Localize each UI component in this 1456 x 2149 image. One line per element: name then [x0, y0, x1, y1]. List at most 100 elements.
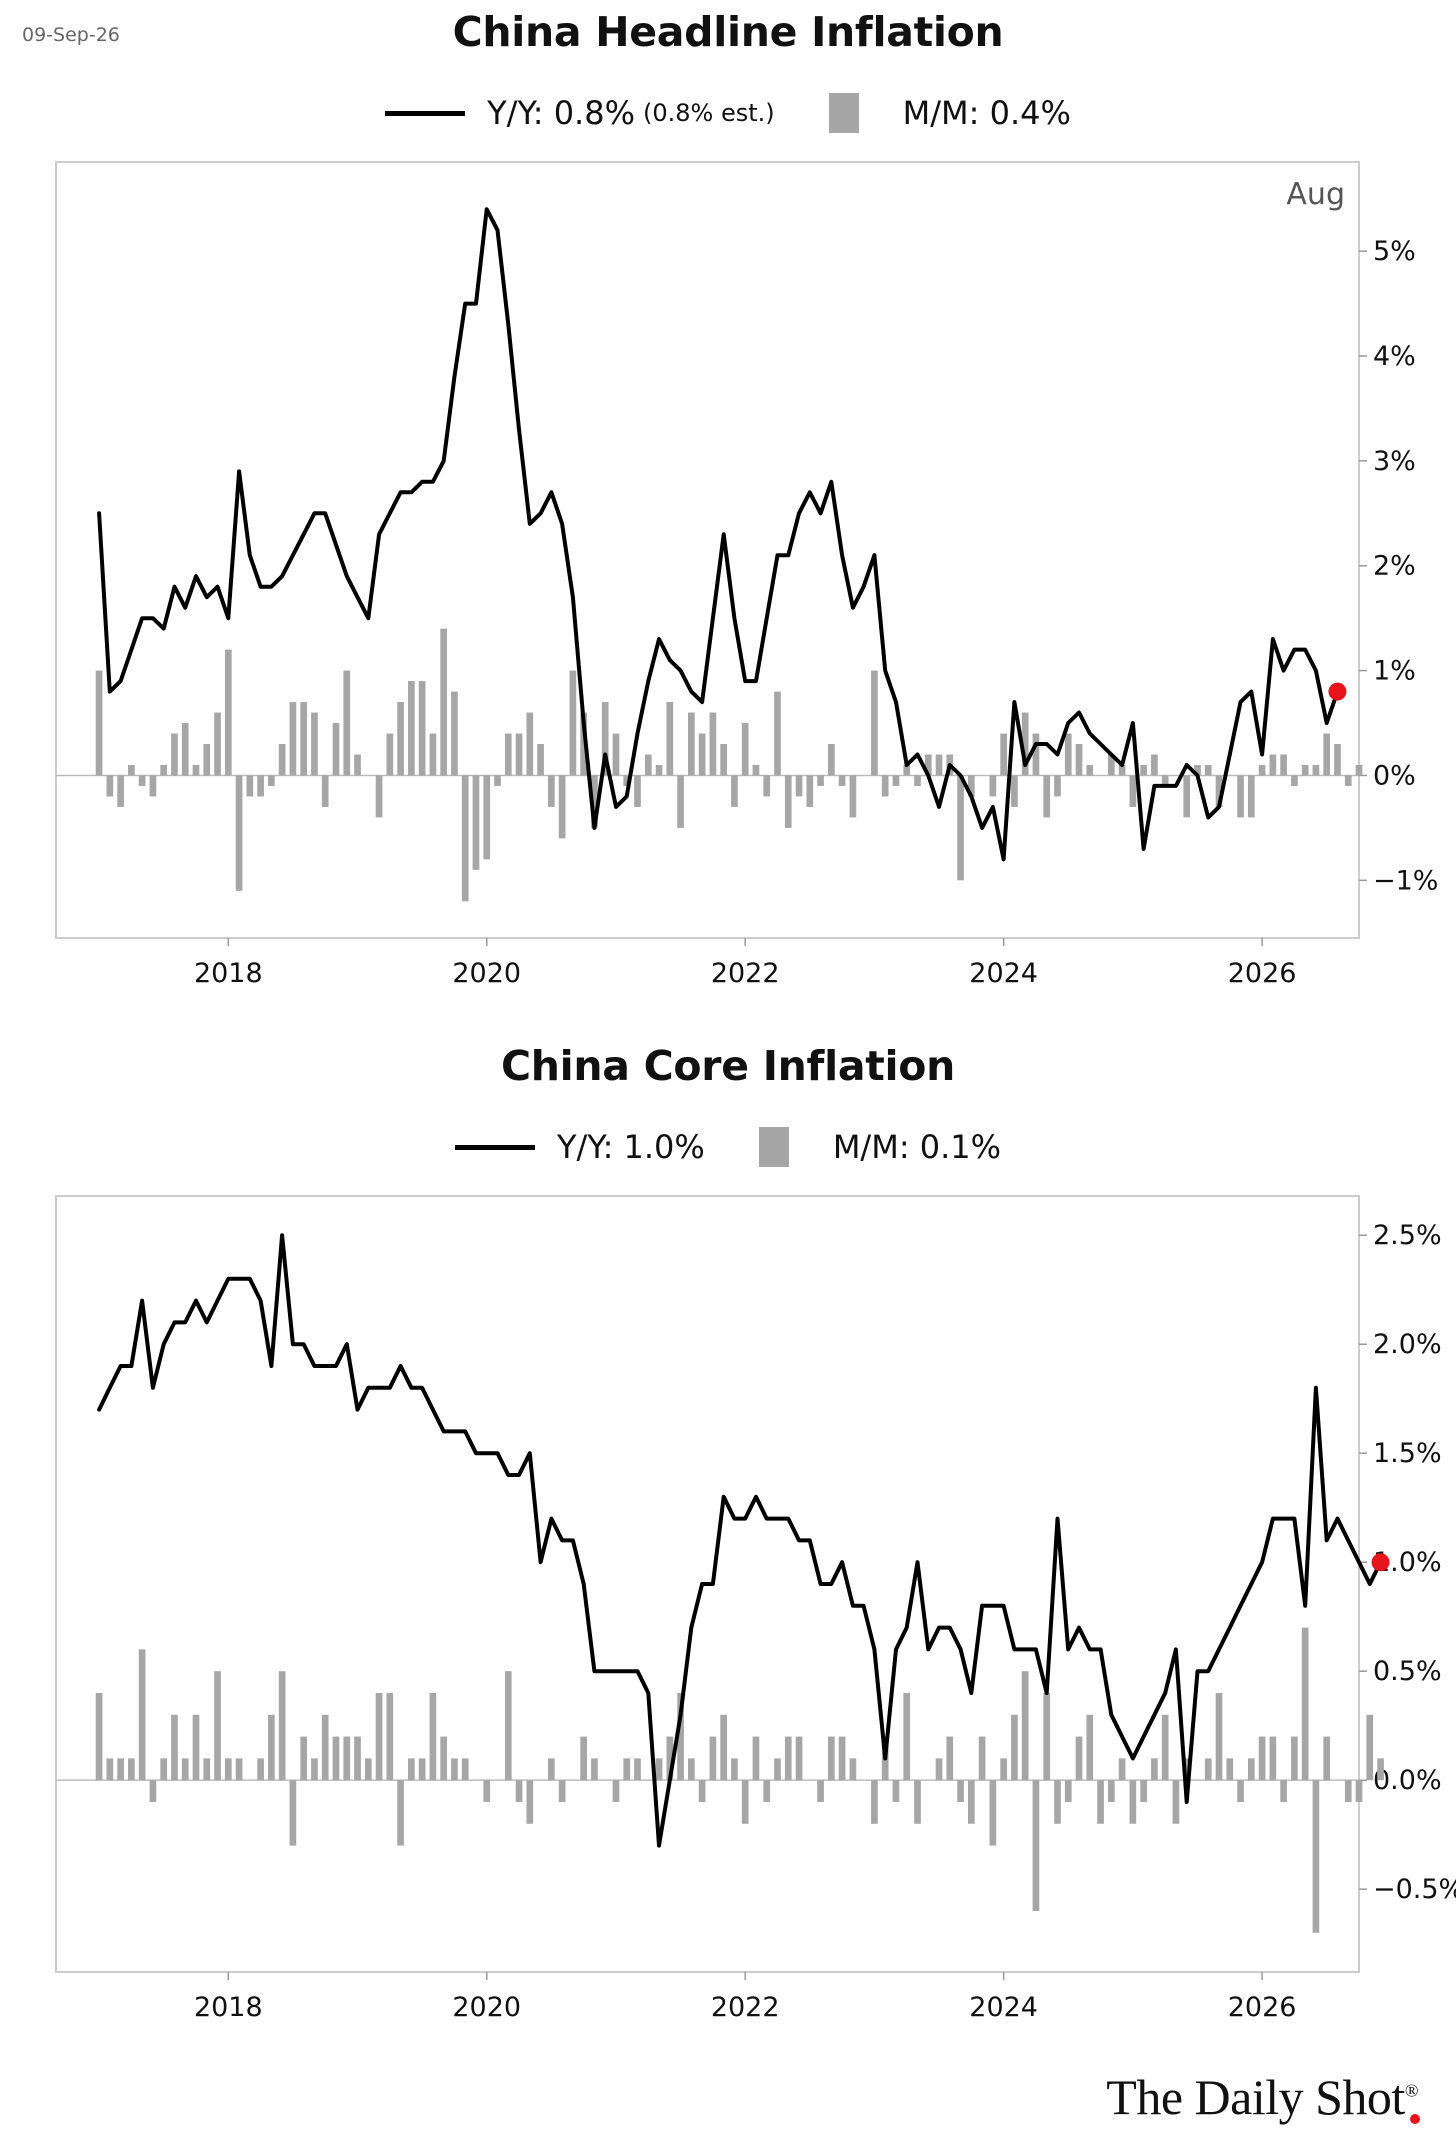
- mm-bar: [451, 691, 458, 776]
- mm-bar: [321, 775, 329, 807]
- legend-headline: Y/Y: 0.8% (0.8% est.) M/M: 0.4%: [0, 88, 1456, 138]
- mm-bar: [311, 1758, 318, 1781]
- mm-bar: [1269, 754, 1277, 776]
- mm-bar: [688, 712, 695, 776]
- mm-bar: [526, 712, 534, 776]
- y-tick-label: 2.5%: [1373, 1220, 1442, 1251]
- mm-bar: [828, 744, 835, 776]
- logo-text: The Daily Shot: [1106, 2069, 1405, 2125]
- mm-bar: [494, 775, 501, 786]
- mm-bar: [332, 1736, 340, 1781]
- mm-bar: [1097, 1780, 1104, 1824]
- x-tick-label: 2022: [711, 1992, 780, 2023]
- mm-bar: [461, 1758, 469, 1781]
- mm-bar: [408, 681, 415, 776]
- mm-bar: [817, 775, 824, 786]
- mm-bar: [429, 733, 437, 776]
- mm-bar: [978, 1736, 986, 1781]
- mm-bar: [397, 1780, 404, 1846]
- mm-bar: [257, 1758, 264, 1781]
- mm-bar: [591, 775, 598, 828]
- mm-bar: [1172, 1780, 1180, 1824]
- mm-bar: [967, 775, 975, 797]
- mm-bar: [655, 764, 663, 776]
- mm-bar: [526, 1780, 534, 1824]
- mm-bar: [160, 1758, 168, 1781]
- mm-bar: [871, 1780, 878, 1824]
- mm-bar: [1011, 1714, 1018, 1781]
- mm-bar: [688, 1758, 695, 1781]
- mm-bar: [461, 775, 469, 902]
- mm-bar: [763, 1780, 771, 1802]
- y-tick-label: −1%: [1373, 865, 1438, 896]
- legend-bar-swatch: [828, 93, 859, 133]
- legend-core: Y/Y: 1.0% M/M: 0.1%: [0, 1122, 1456, 1172]
- mm-bar: [257, 775, 264, 797]
- mm-bar: [1344, 1780, 1352, 1802]
- mm-bar: [192, 1714, 200, 1781]
- mm-bar: [483, 775, 491, 860]
- mm-bar: [408, 1758, 415, 1781]
- mm-bar: [1355, 764, 1363, 776]
- chart-title-core: China Core Inflation: [500, 1042, 956, 1090]
- mm-bar: [1151, 1758, 1158, 1781]
- mm-bar: [677, 1692, 684, 1781]
- mm-bar: [300, 702, 308, 776]
- legend-line-swatch: [385, 110, 466, 116]
- mm-bar: [666, 702, 674, 776]
- mm-bar: [1161, 775, 1169, 786]
- mm-bar: [472, 775, 480, 870]
- mm-bar: [1032, 733, 1040, 776]
- mm-bar: [289, 1780, 297, 1846]
- mm-bar: [763, 775, 771, 797]
- mm-bar: [774, 1758, 781, 1781]
- mm-bar: [634, 775, 641, 807]
- mm-bar: [343, 1736, 351, 1781]
- mm-bar: [1237, 1780, 1244, 1802]
- x-tick-label: 2024: [969, 1992, 1038, 2023]
- mm-bar: [117, 1758, 124, 1781]
- legend-bar-swatch: [758, 1127, 789, 1167]
- mm-bar: [558, 1780, 566, 1802]
- x-tick-label: 2018: [194, 958, 263, 989]
- mm-bar: [1183, 1758, 1191, 1781]
- mm-bar: [741, 1780, 749, 1824]
- mm-bar: [903, 1692, 911, 1781]
- mm-bar: [1312, 1780, 1320, 1933]
- mm-bar: [106, 775, 114, 797]
- mm-bar: [784, 1736, 792, 1781]
- mm-bar: [451, 1758, 458, 1781]
- mm-bar: [429, 1692, 437, 1781]
- mm-bar: [300, 1736, 308, 1781]
- mm-bar: [806, 775, 814, 807]
- mm-bar: [418, 1758, 426, 1781]
- mm-bars: [95, 1627, 1384, 1933]
- mm-bar: [1366, 1714, 1374, 1781]
- mm-bar: [784, 775, 792, 828]
- logo-reg-mark: ®: [1404, 2080, 1419, 2101]
- mm-bar: [278, 744, 286, 776]
- mm-bar: [1011, 775, 1018, 807]
- mm-bar: [1086, 764, 1094, 776]
- mm-bar: [1086, 1714, 1094, 1781]
- mm-bar: [914, 775, 921, 786]
- mm-bar: [558, 775, 566, 839]
- mm-bar: [268, 1714, 275, 1781]
- yy-line: [97, 207, 1340, 862]
- plot-frame: [55, 1195, 1360, 1973]
- mm-bar: [364, 1758, 372, 1781]
- mm-bar: [515, 733, 523, 776]
- mm-bar: [548, 1758, 555, 1781]
- mm-bar: [1021, 712, 1029, 776]
- mm-bar: [644, 754, 652, 776]
- mm-bar: [817, 1780, 824, 1802]
- mm-bar: [698, 733, 706, 776]
- latest-point-marker: [1371, 1553, 1390, 1572]
- mm-bar: [171, 733, 178, 776]
- x-tick-label: 2018: [194, 1992, 263, 2023]
- mm-bar: [731, 775, 738, 807]
- mm-bar: [171, 1714, 178, 1781]
- legend-line-swatch: [454, 1144, 535, 1150]
- y-tick-label: 2%: [1373, 551, 1416, 582]
- mm-bar: [1215, 775, 1223, 807]
